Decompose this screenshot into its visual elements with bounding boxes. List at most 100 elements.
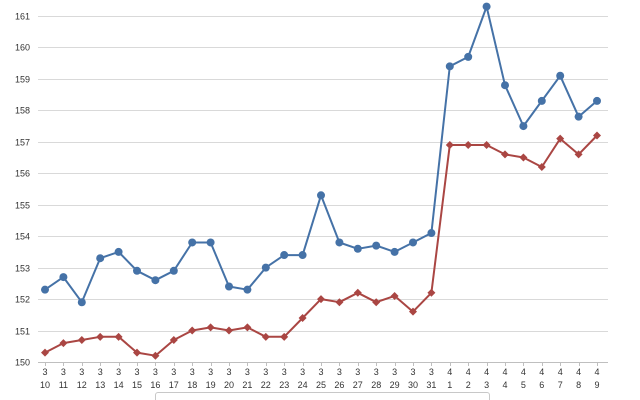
y-axis-tick-labels: 150 151 152 153 154 155 156 157 158 159 160 161	[15, 12, 30, 368]
x-tick-label-day: 3	[484, 380, 489, 390]
x-tick-label-month: 3	[318, 367, 323, 377]
x-tick-label-day: 1	[447, 380, 452, 390]
x-tick-label-month: 3	[190, 367, 195, 377]
x-tick-label-month: 3	[282, 367, 287, 377]
x-tick-label-month: 3	[300, 367, 305, 377]
x-tick-label-month: 4	[484, 367, 489, 377]
series-1-point	[409, 238, 417, 247]
y-tick-label: 150	[15, 358, 30, 368]
series-1-line	[44, 5, 598, 304]
series-1	[41, 2, 601, 307]
series-2-point	[445, 140, 454, 149]
series-2-point	[464, 140, 473, 149]
y-tick-label: 151	[15, 327, 30, 337]
series-2-point	[169, 335, 178, 344]
x-tick-label-month: 3	[171, 367, 176, 377]
series-1-point	[519, 122, 528, 131]
x-tick-label-day: 8	[576, 380, 581, 390]
series-2-point	[133, 348, 141, 357]
series-1-point	[151, 276, 160, 285]
series-1-point	[114, 247, 123, 256]
series-2-point	[225, 326, 233, 335]
x-tick-label-month: 3	[153, 367, 158, 377]
series-1-point	[96, 254, 105, 263]
series-2-point	[243, 323, 252, 332]
x-tick-label-month: 3	[429, 367, 434, 377]
y-tick-label: 153	[15, 264, 30, 274]
x-tick-label-day: 12	[77, 380, 87, 390]
x-tick-label-day: 29	[390, 380, 400, 390]
series-2-point	[427, 288, 436, 297]
x-tick-label-day: 23	[279, 380, 289, 390]
series-2-point	[77, 335, 86, 344]
x-tick-label-month: 4	[466, 367, 471, 377]
series-1-point	[261, 263, 270, 272]
y-tick-label: 160	[15, 43, 30, 53]
x-tick-label-day: 5	[521, 380, 526, 390]
x-tick-label-day: 14	[114, 380, 124, 390]
series-1-point	[206, 238, 215, 247]
x-axis-tick-labels: 3103113123133143153163173183193203213223…	[40, 367, 600, 390]
series-2-point	[501, 150, 509, 159]
x-tick-label-day: 17	[169, 380, 179, 390]
series-2-point	[574, 150, 583, 159]
x-tick-label-day: 25	[316, 380, 326, 390]
series-1-point	[133, 266, 141, 275]
series-1-point	[59, 273, 68, 282]
series-2-point	[482, 140, 491, 149]
x-tick-label-day: 26	[334, 380, 344, 390]
x-tick-label-month: 3	[355, 367, 360, 377]
x-tick-label-day: 27	[353, 380, 363, 390]
x-tick-label-month: 3	[392, 367, 397, 377]
series-2-point	[96, 332, 105, 341]
x-tick-label-day: 31	[426, 380, 436, 390]
x-tick-label-day: 18	[187, 380, 197, 390]
x-tick-label-month: 3	[208, 367, 213, 377]
x-tick-label-month: 4	[447, 367, 452, 377]
series-1-point	[41, 285, 49, 294]
series-2-point	[537, 162, 546, 171]
series-1-point	[593, 96, 601, 105]
series-1-point	[280, 251, 289, 260]
x-tick-label-month: 3	[263, 367, 268, 377]
x-tick-label-month: 3	[245, 367, 250, 377]
series-2-point	[151, 351, 160, 360]
series-2	[41, 131, 601, 360]
x-tick-label-month: 4	[502, 367, 507, 377]
series-1-point	[537, 96, 546, 105]
x-tick-label-month: 3	[134, 367, 139, 377]
series-1-point	[482, 2, 491, 11]
series-1-point	[188, 238, 197, 247]
x-tick-label-month: 4	[539, 367, 544, 377]
series-2-point	[298, 313, 307, 322]
gridlines	[38, 16, 608, 366]
series-1-point	[353, 244, 362, 253]
series-2-point	[593, 131, 601, 140]
series-1-point	[372, 241, 381, 250]
x-tick-label-month: 3	[410, 367, 415, 377]
x-tick-label-month: 4	[576, 367, 581, 377]
x-tick-label-month: 3	[226, 367, 231, 377]
series-1-point	[243, 285, 252, 294]
series-1-point	[574, 112, 583, 121]
x-tick-label-day: 21	[242, 380, 252, 390]
x-tick-label-day: 9	[594, 380, 599, 390]
x-tick-label-day: 2	[466, 380, 471, 390]
x-tick-label-day: 19	[206, 380, 216, 390]
y-tick-label: 154	[15, 232, 30, 242]
series-1-point	[390, 247, 399, 256]
series-1-point	[298, 251, 307, 260]
series-1-point	[317, 191, 325, 200]
series-2-point	[519, 153, 528, 162]
y-tick-label: 155	[15, 201, 30, 211]
x-tick-label-day: 22	[261, 380, 271, 390]
x-tick-label-month: 3	[79, 367, 84, 377]
series-2-point	[556, 134, 565, 143]
series-1-point	[501, 81, 509, 90]
y-tick-label: 152	[15, 295, 30, 305]
series-2-point	[317, 295, 325, 304]
x-tick-label-day: 4	[502, 380, 507, 390]
series-2-point	[390, 291, 399, 300]
series-2-point	[280, 332, 289, 341]
